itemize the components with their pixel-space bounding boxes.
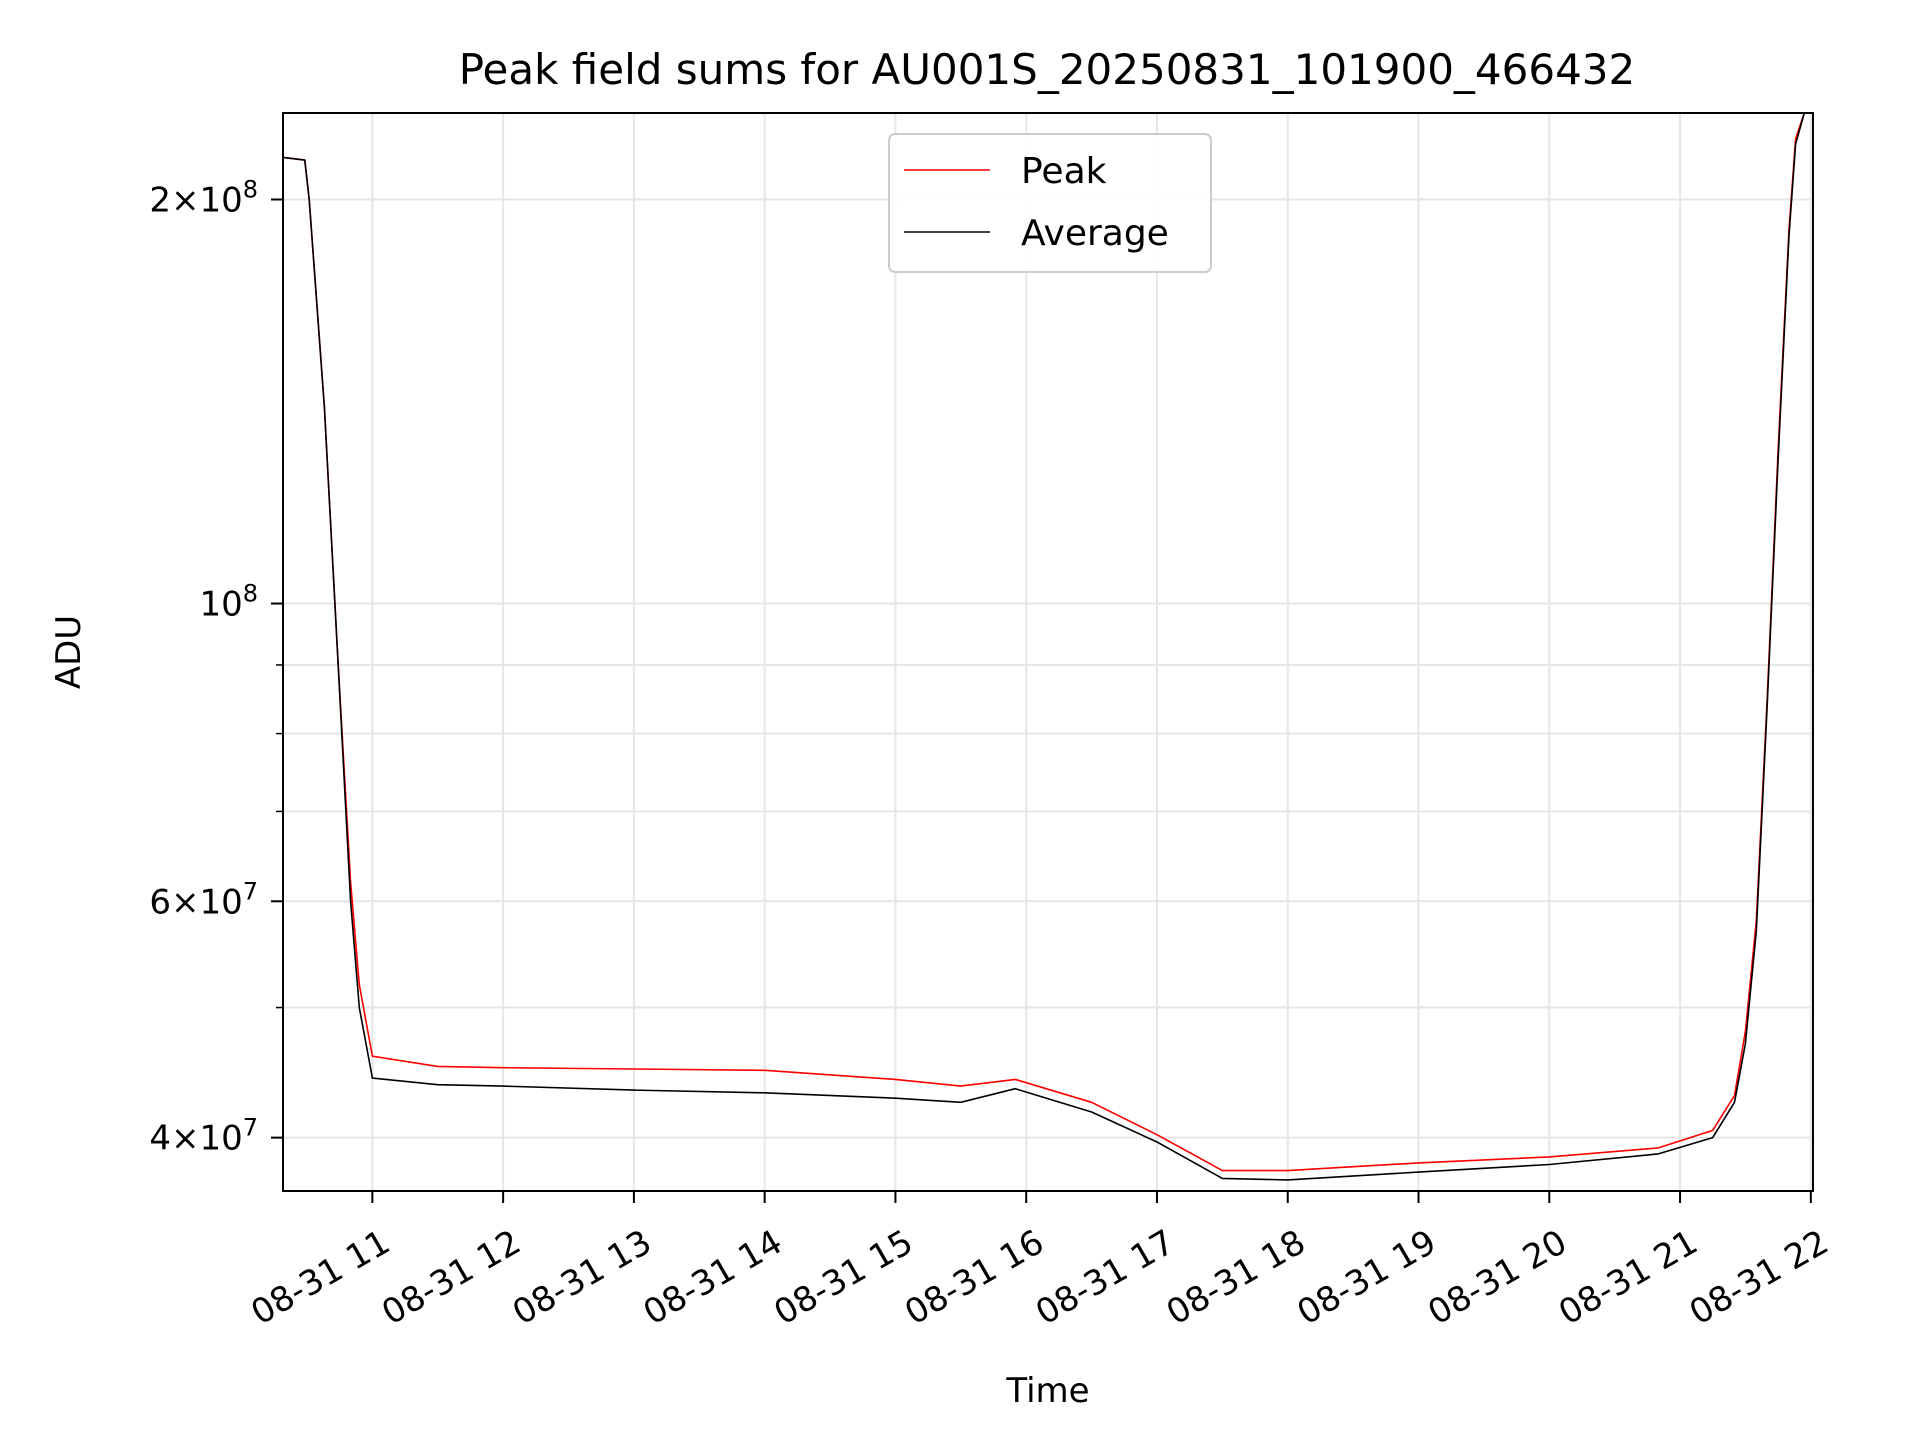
y-tick-label: 4×107 [149, 1114, 258, 1159]
y-tick-label: 6×107 [149, 877, 258, 922]
grid-layer [283, 113, 1813, 1191]
legend-box [888, 133, 1212, 273]
series-line-average [282, 112, 1813, 1181]
y-axis-label: ADU [49, 615, 89, 689]
y-tick-label: 2×108 [149, 176, 258, 221]
legend-label-peak: Peak [1021, 151, 1107, 192]
legend-label-average: Average [1021, 213, 1169, 254]
chart-title: Peak field sums for AU001S_20250831_1019… [459, 45, 1636, 94]
series-layer [282, 112, 1813, 1181]
legend: Peak Average [888, 133, 1212, 273]
x-axis-label: Time [1005, 1371, 1089, 1411]
plot-area-frame [282, 112, 1814, 1192]
